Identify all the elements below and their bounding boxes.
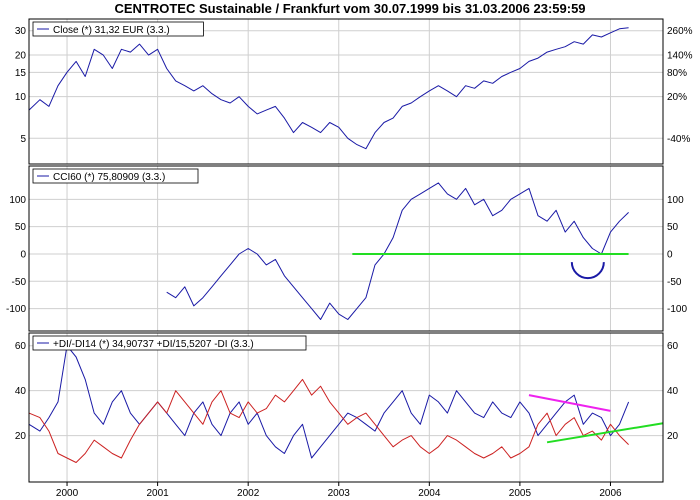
y-tick-label-right: 0 bbox=[667, 249, 673, 260]
series-line-dmi-0 bbox=[28, 345, 630, 459]
annotation-trend-line-green bbox=[546, 422, 664, 444]
legend-label: CCI60 (*) 75,80909 (3.3.) bbox=[53, 172, 165, 183]
legend-label: Close (*) 31,32 EUR (3.3.) bbox=[53, 25, 170, 36]
y-tick-label-left: 40 bbox=[15, 386, 27, 397]
y-tick-label-right: -50 bbox=[667, 277, 682, 288]
y-tick-label-right: -40% bbox=[667, 134, 690, 145]
y-tick-label-right: 140% bbox=[667, 51, 693, 62]
y-tick-label-right: 60 bbox=[667, 341, 679, 352]
y-tick-label-left: 100 bbox=[9, 195, 26, 206]
panel-frame bbox=[28, 165, 664, 332]
x-tick-label: 2003 bbox=[328, 488, 351, 499]
legend-label: +DI/-DI14 (*) 34,90737 +DI/15,5207 -DI (… bbox=[53, 339, 254, 350]
y-tick-label-right: -100 bbox=[667, 304, 687, 315]
y-tick-label-right: 50 bbox=[667, 222, 679, 233]
series-line-dmi-1 bbox=[28, 378, 629, 463]
x-tick-label: 2005 bbox=[509, 488, 532, 499]
x-tick-label: 2001 bbox=[146, 488, 169, 499]
series-line-price-0 bbox=[28, 27, 629, 150]
x-tick-label: 2006 bbox=[599, 488, 622, 499]
panel-frame bbox=[28, 18, 664, 165]
y-tick-label-right: 100 bbox=[667, 195, 684, 206]
panel-dmi: 60 40 20 60 40 20 +DI/-DI14 (*) 34,90737 +DI/1… bbox=[15, 332, 679, 483]
series-line-cci-0 bbox=[166, 182, 629, 320]
annotation-arc bbox=[570, 262, 605, 280]
y-tick-label-left: 10 bbox=[15, 92, 27, 103]
y-tick-label-right: 20% bbox=[667, 92, 687, 103]
x-tick-label: 2000 bbox=[56, 488, 79, 499]
x-tick-label: 2004 bbox=[418, 488, 441, 499]
y-tick-label-left: 15 bbox=[15, 68, 27, 79]
y-tick-label-right: 40 bbox=[667, 386, 679, 397]
legend-box bbox=[32, 335, 307, 351]
panel-cci: 100 50 0 -50 -100 100 50 0 -50 -100 CCI60 (*) 75,8… bbox=[6, 165, 687, 332]
panel-price: 30 20 15 10 5 260% 140% 80% 20% -40% Close (*) 31,… bbox=[15, 18, 693, 165]
y-tick-label-left: 60 bbox=[15, 341, 27, 352]
y-tick-label-right: 80% bbox=[667, 68, 687, 79]
x-axis: 2000 2001 2002 2003 2004 2005 2006 bbox=[56, 482, 622, 499]
y-tick-label-right: 20 bbox=[667, 431, 679, 442]
y-tick-label-left: 20 bbox=[15, 431, 27, 442]
y-tick-label-left: -100 bbox=[6, 304, 26, 315]
annotation-trend-line-magenta bbox=[528, 394, 611, 412]
y-tick-label-left: 50 bbox=[15, 222, 27, 233]
y-tick-label-left: 0 bbox=[20, 249, 26, 260]
y-tick-label-right: 260% bbox=[667, 26, 693, 37]
legend-box bbox=[32, 168, 199, 184]
panel-frame bbox=[28, 332, 664, 483]
chart-title: CENTROTEC Sustainable / Frankfurt vom 30… bbox=[114, 1, 585, 16]
panels: 30 20 15 10 5 260% 140% 80% 20% -40% Close (*) 31,… bbox=[6, 18, 693, 499]
y-tick-label-left: -50 bbox=[12, 277, 27, 288]
legend-box bbox=[32, 21, 204, 37]
y-tick-label-left: 20 bbox=[15, 51, 27, 62]
y-tick-label-left: 5 bbox=[20, 134, 26, 145]
x-tick-label: 2002 bbox=[237, 488, 260, 499]
y-tick-label-left: 30 bbox=[15, 26, 27, 37]
